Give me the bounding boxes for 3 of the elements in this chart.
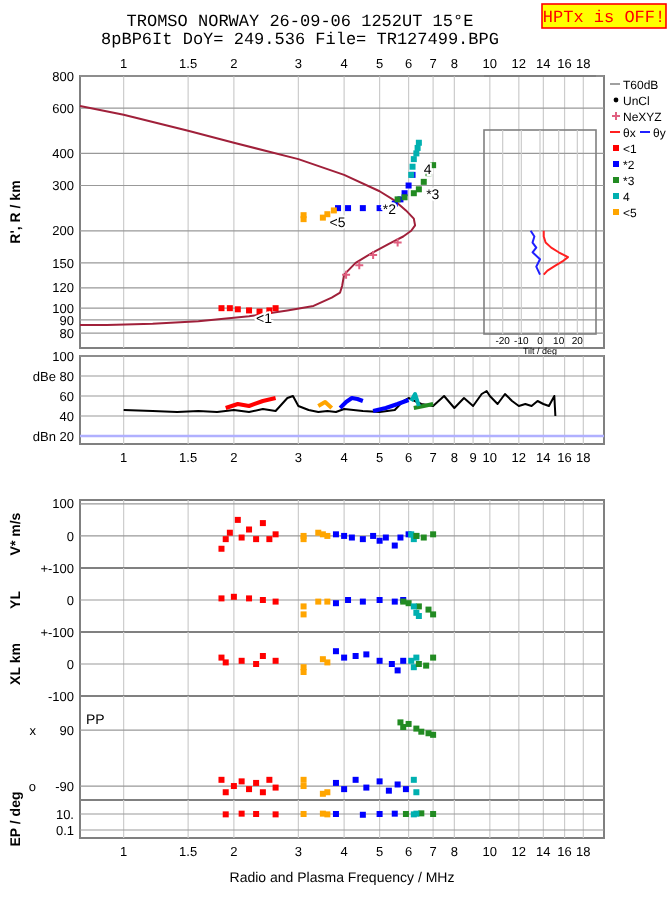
chart-title: TROMSO NORWAY 26-09-06 1252UT 15°E — [126, 12, 474, 32]
text: HPTx is OFF! — [542, 8, 666, 28]
chart-subtitle: 8pBP6It DoY= 249.536 File= TR127499.BPG — [101, 30, 499, 50]
